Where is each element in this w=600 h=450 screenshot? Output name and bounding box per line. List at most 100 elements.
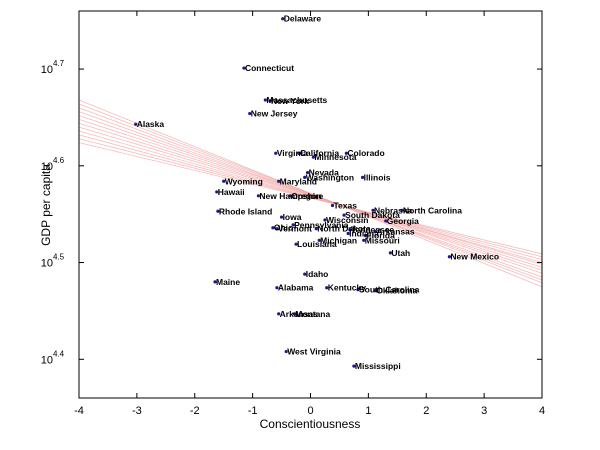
point-label: Nebraska	[374, 205, 413, 215]
data-point	[314, 227, 318, 231]
point-label: New York	[271, 96, 309, 106]
y-tick-base: 10	[41, 258, 53, 270]
point-label: Alaska	[137, 119, 165, 129]
point-label: Nevada	[309, 168, 340, 178]
data-point	[346, 231, 350, 236]
data-points	[134, 17, 451, 368]
point-label: Wyoming	[225, 176, 263, 186]
y-tick-exponent: 4.6	[53, 156, 65, 165]
x-tick-label: -2	[190, 405, 200, 417]
y-tick-label: 10	[41, 354, 53, 366]
point-label: Wisconsin	[326, 215, 368, 225]
regression-line	[78, 142, 543, 255]
point-label: North Carolina	[403, 205, 462, 215]
data-point	[348, 228, 352, 232]
regression-line	[78, 115, 543, 274]
point-label: Missouri	[365, 235, 400, 245]
point-label: North Dakota	[317, 224, 371, 234]
y-tick-label: 10	[41, 161, 53, 173]
data-point	[373, 289, 377, 293]
y-tick-exponent: 4.5	[53, 253, 65, 262]
x-tick-label: 1	[365, 405, 371, 417]
point-label: Arkansas	[280, 309, 319, 319]
data-point	[303, 175, 307, 180]
data-point	[356, 288, 360, 292]
y-tick-exponent: 4.4	[53, 349, 65, 358]
data-point	[311, 155, 315, 159]
data-point	[447, 255, 451, 259]
data-point	[277, 312, 281, 316]
x-axis-ticks: -4 -3 -2 -1 0 1 2 3 4	[74, 11, 545, 417]
data-point	[271, 226, 275, 230]
data-point	[384, 219, 388, 223]
point-label: Arkansas	[376, 227, 415, 237]
point-label: Washington	[306, 172, 354, 182]
data-point	[297, 151, 301, 155]
point-label: Minnesota	[314, 152, 356, 162]
y-tick-exponent: 4.7	[53, 59, 65, 68]
point-label: Virginia	[277, 148, 308, 158]
regression-band	[78, 99, 543, 288]
point-label: Massachusetts	[266, 95, 327, 105]
x-axis-title: Conscientiousness	[260, 417, 361, 431]
data-point	[292, 312, 296, 316]
y-tick-base: 10	[41, 64, 53, 76]
data-point	[274, 151, 278, 155]
data-point	[325, 286, 329, 290]
data-point	[303, 272, 307, 276]
data-point	[360, 175, 365, 180]
data-point	[242, 66, 246, 70]
data-point	[306, 170, 310, 175]
point-label: Mississippi	[355, 361, 401, 371]
data-point	[268, 99, 272, 103]
data-point	[373, 229, 377, 234]
point-label: Maine	[216, 277, 240, 287]
data-point	[256, 194, 261, 198]
data-point	[216, 209, 220, 213]
data-point	[400, 208, 404, 212]
point-label: Ohio	[274, 223, 293, 233]
data-point	[352, 364, 356, 368]
data-point	[134, 122, 138, 126]
point-label: South Carolina	[359, 285, 420, 295]
x-tick-label: 3	[481, 405, 487, 417]
point-label: Utah	[391, 248, 410, 258]
data-point	[291, 223, 295, 227]
regression-line	[78, 130, 543, 263]
point-label: Iowa	[283, 212, 302, 222]
regression-line	[78, 134, 543, 261]
point-label: Georgia	[387, 216, 419, 226]
data-point	[213, 280, 217, 284]
point-label: Louisiana	[297, 239, 337, 249]
point-label: Illinois	[364, 172, 391, 182]
point-label: Colorado	[347, 148, 384, 158]
y-tick-base: 10	[41, 354, 53, 366]
data-point	[215, 190, 219, 194]
x-tick-label: 4	[539, 405, 545, 417]
point-label: Hawaii	[218, 187, 245, 197]
data-point	[344, 151, 348, 155]
data-point	[330, 203, 335, 208]
x-tick-label: 2	[423, 405, 429, 417]
point-label: Texas	[333, 200, 357, 210]
data-point	[371, 208, 375, 212]
data-point	[288, 194, 292, 198]
data-point	[363, 233, 368, 238]
regression-line	[78, 107, 543, 281]
data-point	[275, 227, 279, 231]
point-label: Delaware	[284, 14, 322, 24]
data-point	[388, 251, 392, 255]
point-label: Michigan	[320, 235, 357, 245]
data-point	[279, 215, 284, 219]
point-label: New Hampshire	[259, 191, 323, 201]
data-point	[248, 111, 252, 116]
point-label: West Virginia	[287, 347, 341, 357]
point-label: Maryland	[280, 176, 317, 186]
point-label: Idaho	[306, 269, 329, 279]
point-label: Oregon	[291, 191, 321, 201]
x-tick-label: -3	[132, 405, 142, 417]
